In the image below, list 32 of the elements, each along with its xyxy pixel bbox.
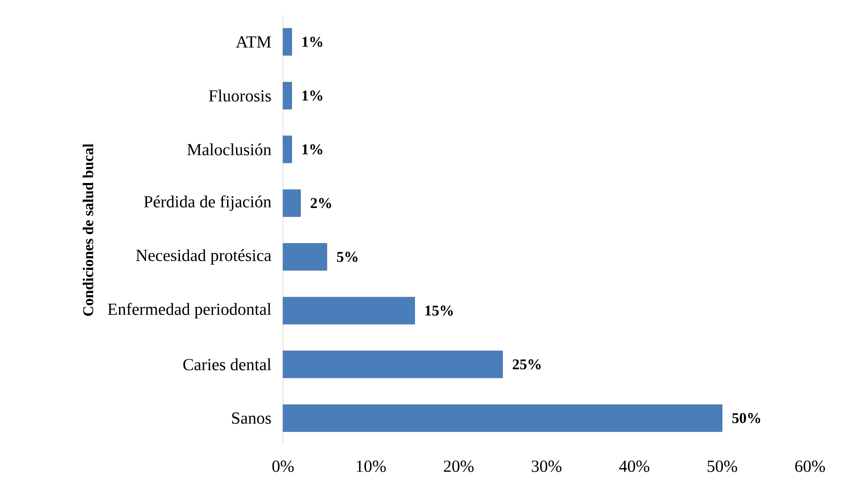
bar (282, 82, 292, 110)
x-tick-label: 20% (444, 460, 474, 472)
data-label: 25% (512, 359, 541, 370)
data-label: 1% (302, 90, 322, 101)
x-tick-label: 30% (532, 460, 562, 472)
data-label: 2% (310, 198, 332, 208)
y-tick-label: Caries dental (183, 358, 272, 370)
x-tick-label: 40% (619, 460, 650, 472)
data-label: 1% (302, 144, 322, 154)
bar (282, 243, 328, 271)
bar (282, 28, 292, 56)
x-tick-label: 10% (356, 460, 386, 472)
bar (282, 189, 301, 217)
y-tick-label: Necesidad protésica (136, 249, 272, 265)
x-tick-label: 60% (795, 460, 825, 472)
bar (282, 296, 415, 324)
y-tick-label: Enfermedad periodontal (108, 302, 272, 318)
y-tick-label: Pérdida de fijación (144, 195, 272, 211)
data-label: 15% (425, 306, 453, 316)
y-axis-title: Condiciones de salud bucal (82, 144, 94, 316)
y-tick-label: Maloclusión (187, 143, 272, 156)
data-label: 1% (302, 36, 322, 47)
bar (282, 404, 722, 432)
bar (282, 350, 503, 378)
y-tick-label: Sanos (232, 412, 271, 424)
x-tick-label: 50% (708, 460, 738, 472)
data-label: 50% (732, 413, 760, 424)
data-label: 5% (337, 252, 358, 262)
y-tick-label: Fluorosis (208, 90, 271, 102)
bar (282, 136, 292, 164)
x-tick-label: 0% (272, 460, 294, 472)
y-tick-label: ATM (236, 36, 271, 48)
